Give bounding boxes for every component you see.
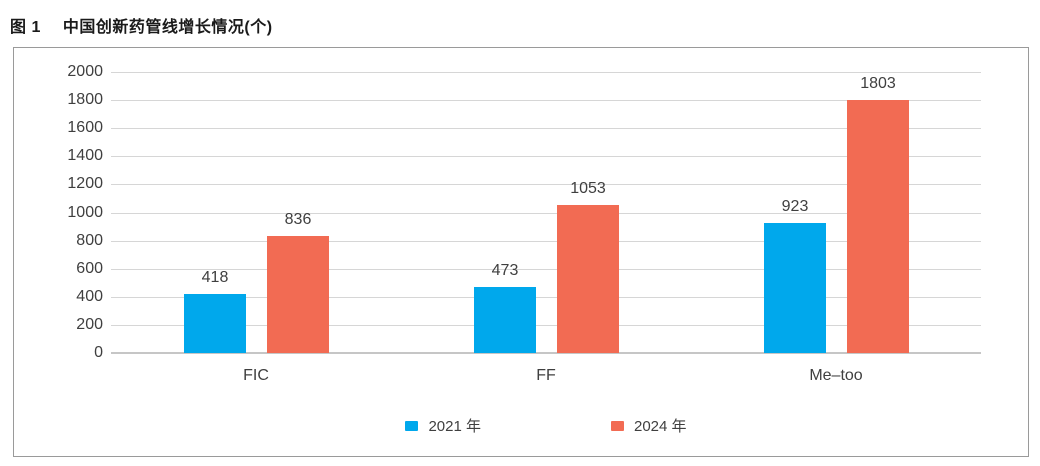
gridline — [111, 297, 981, 298]
y-axis-tick-label: 800 — [76, 232, 103, 249]
gridline — [111, 128, 981, 129]
legend-item: 2024 年 — [611, 415, 687, 436]
gridline — [111, 184, 981, 185]
legend-swatch-icon — [405, 420, 419, 431]
legend: 2021 年 2024 年 — [111, 415, 981, 436]
y-axis-tick-label: 1000 — [67, 204, 103, 221]
x-axis-category-label: FIC — [243, 367, 269, 384]
legend-label: 2024 年 — [634, 418, 687, 435]
y-axis-tick-label: 1800 — [67, 91, 103, 108]
gridline — [111, 241, 981, 242]
bar — [474, 287, 536, 353]
bar — [764, 223, 826, 353]
bar-value-label: 1803 — [860, 75, 896, 92]
gridline — [111, 213, 981, 214]
x-axis-category-label: FF — [536, 367, 556, 384]
gridline — [111, 72, 981, 73]
bar — [847, 100, 909, 353]
bar — [557, 205, 619, 353]
y-axis-tick-label: 0 — [94, 344, 103, 361]
y-axis-tick-label: 1400 — [67, 147, 103, 164]
bar-value-label: 836 — [284, 211, 312, 228]
legend-swatch-icon — [611, 420, 624, 431]
gridline — [111, 156, 981, 157]
legend-item: 2021 年 — [405, 415, 481, 436]
gridline — [111, 100, 981, 101]
bar-value-label: 473 — [491, 262, 519, 279]
y-axis-tick-label: 200 — [76, 316, 103, 333]
y-axis-tick-label: 1600 — [67, 119, 103, 136]
chart-container: 0 200 400 600 800 1000 1200 1400 1600 1800 2000 418… — [13, 47, 1029, 457]
legend-label: 2021 年 — [428, 418, 481, 435]
figure-label: 图 1 — [10, 19, 41, 36]
gridline — [111, 352, 981, 354]
gridline — [111, 325, 981, 326]
x-axis-category-label: Me–too — [809, 367, 863, 384]
bar-value-label: 418 — [201, 269, 229, 286]
bar — [184, 294, 246, 353]
bar-value-label: 923 — [781, 198, 809, 215]
y-axis-tick-label: 600 — [76, 260, 103, 277]
plot-area: 0 200 400 600 800 1000 1200 1400 1600 1800 2000 418… — [67, 63, 981, 384]
y-axis-tick-label: 2000 — [67, 63, 103, 80]
y-axis-tick-label: 1200 — [67, 175, 103, 192]
figure-title: 中国创新药管线增长情况(个) — [62, 19, 273, 36]
bar-value-label: 1053 — [570, 180, 606, 197]
figure-caption: 图 1 中国创新药管线增长情况(个) — [10, 13, 273, 37]
gridline — [111, 269, 981, 270]
y-axis-tick-label: 400 — [76, 288, 103, 305]
bar — [267, 236, 329, 353]
